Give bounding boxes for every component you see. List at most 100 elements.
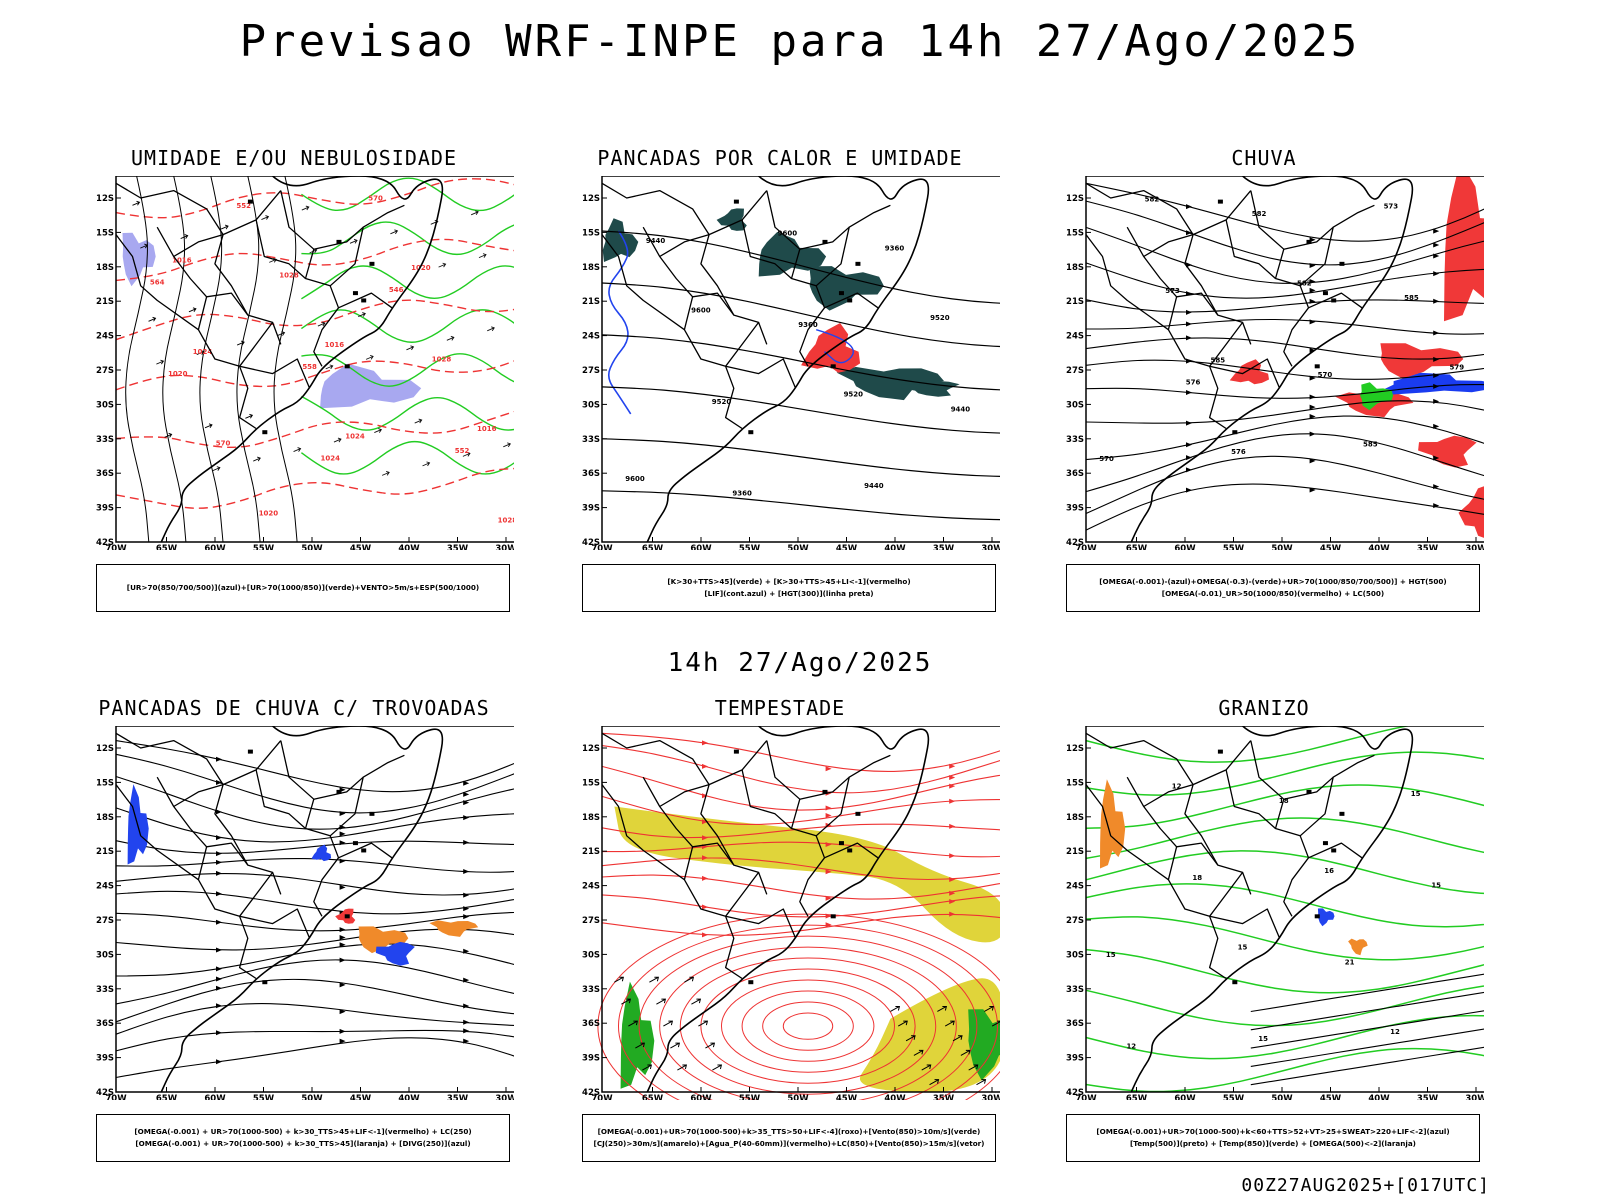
lake-marker xyxy=(733,749,739,754)
state-border xyxy=(741,219,792,279)
wind-vector xyxy=(897,1020,908,1027)
hgt300-contour xyxy=(601,490,1000,521)
state-border xyxy=(1085,234,1169,331)
coastline xyxy=(160,726,444,1093)
lat-label: 24S xyxy=(96,882,114,892)
state-border xyxy=(115,182,249,316)
geography xyxy=(115,176,444,543)
map-granizo: 15121216151515182112181512S15S18S21S24S2… xyxy=(1066,726,1484,1100)
wind-vector xyxy=(890,1005,901,1012)
geography xyxy=(601,726,930,1093)
wind-vector xyxy=(446,335,455,341)
state-border xyxy=(683,296,760,367)
instability-area xyxy=(836,366,944,401)
streamline-arrow xyxy=(949,775,956,781)
contour-label: 1020 xyxy=(259,509,279,517)
streamline-arrow xyxy=(949,890,956,896)
lat-label: 30S xyxy=(96,950,114,960)
streamline xyxy=(1085,299,1484,313)
legend-granizo: [OMEGA(-0.001)+UR>70(1000-500)+k<60+TTS>… xyxy=(1066,1114,1480,1162)
lon-label: 55W xyxy=(739,544,761,550)
legend-line: [K>30+TTS>45](verde) + [K>30+TTS>45+LI<-… xyxy=(667,577,911,586)
streamline-arrow xyxy=(702,763,708,769)
temp850-contour xyxy=(1085,726,1411,763)
temp500-contour xyxy=(1250,991,1484,1031)
streamline-arrow xyxy=(463,791,470,797)
thickness-contour xyxy=(115,467,514,509)
streamline-arrow xyxy=(949,853,956,859)
hgt300-contour xyxy=(601,438,1000,477)
streamline-arrow xyxy=(463,815,470,821)
lon-label: 35W xyxy=(933,1094,955,1100)
lon-label: 65W xyxy=(642,1094,664,1100)
lat-label: 27S xyxy=(582,916,600,926)
lon-label: 70W xyxy=(105,544,127,550)
contour-label: 1024 xyxy=(345,432,365,440)
lat-label: 33S xyxy=(582,985,600,995)
lon-label: 50W xyxy=(301,1094,323,1100)
state-border xyxy=(313,226,364,250)
lon-label: 70W xyxy=(591,544,613,550)
panel-title: TEMPESTADE xyxy=(714,696,846,720)
lat-label: 24S xyxy=(582,332,600,342)
streamline-arrow xyxy=(216,851,222,857)
legend-line: [UR>70(850/700/500)](azul)+[UR>70(1000/8… xyxy=(126,583,480,592)
streamline xyxy=(115,775,514,830)
plot-frame xyxy=(1085,176,1484,543)
streamline-arrow xyxy=(463,839,470,845)
wind-vector xyxy=(691,998,702,1005)
contour-label: 21 xyxy=(1345,958,1355,966)
lat-label: 18S xyxy=(1066,263,1084,273)
humid-contour-green xyxy=(301,177,514,212)
lake-marker xyxy=(855,261,861,266)
temp500-contour xyxy=(1250,1028,1484,1067)
streamline-arrow xyxy=(216,870,222,876)
rain-area-red xyxy=(1380,343,1464,379)
temp850-contour xyxy=(1085,1014,1484,1060)
lat-label: 39S xyxy=(582,504,600,514)
streamline-arrow xyxy=(216,1030,222,1036)
streamline-arrow xyxy=(339,858,346,864)
streamline-arrow xyxy=(1433,484,1440,490)
lat-label: 15S xyxy=(96,228,114,238)
lake-marker xyxy=(1217,199,1223,204)
contour-label: 9360 xyxy=(732,490,752,498)
lon-label: 35W xyxy=(1417,1094,1439,1100)
humid-contour-green xyxy=(300,309,514,343)
lat-label: 21S xyxy=(96,847,114,857)
base-map: 9600 9520 9600 9600 9520 9520 9440 9440 9360 9440… xyxy=(582,176,1000,550)
state-border xyxy=(659,783,710,808)
temp500-contour xyxy=(1250,1046,1484,1086)
strong-wind-area xyxy=(620,981,655,1089)
contour-label: 1024 xyxy=(193,348,213,356)
streamline-arrow xyxy=(1186,309,1192,315)
lat-label: 21S xyxy=(582,847,600,857)
wind-vector xyxy=(358,312,366,317)
wind-vector xyxy=(349,238,358,244)
state-border xyxy=(642,776,768,895)
lat-label: 15S xyxy=(1066,228,1084,238)
temp850-contour xyxy=(1085,751,1484,796)
lake-marker xyxy=(1314,914,1320,919)
lon-label: 55W xyxy=(1223,1094,1245,1100)
thunder-area-orange xyxy=(429,920,479,937)
geography xyxy=(601,176,930,543)
wind-vector xyxy=(132,200,141,206)
streamline-arrow xyxy=(1186,262,1192,268)
state-border xyxy=(1308,292,1363,309)
lat-label: 30S xyxy=(96,400,114,410)
contour-label: 1028 xyxy=(279,271,299,279)
lat-label: 42S xyxy=(96,538,114,548)
contour-label: 16 xyxy=(1324,867,1334,875)
state-border xyxy=(115,784,199,881)
lat-label: 33S xyxy=(96,435,114,445)
streamline-arrow xyxy=(949,823,956,829)
contour-label: 15 xyxy=(1431,881,1441,889)
lake-marker xyxy=(1322,291,1328,296)
contour-label: 9520 xyxy=(844,391,864,399)
lat-label: 24S xyxy=(582,882,600,892)
streamline-arrow xyxy=(1186,321,1192,327)
state-border xyxy=(824,292,879,309)
streamline-arrow xyxy=(216,835,222,841)
